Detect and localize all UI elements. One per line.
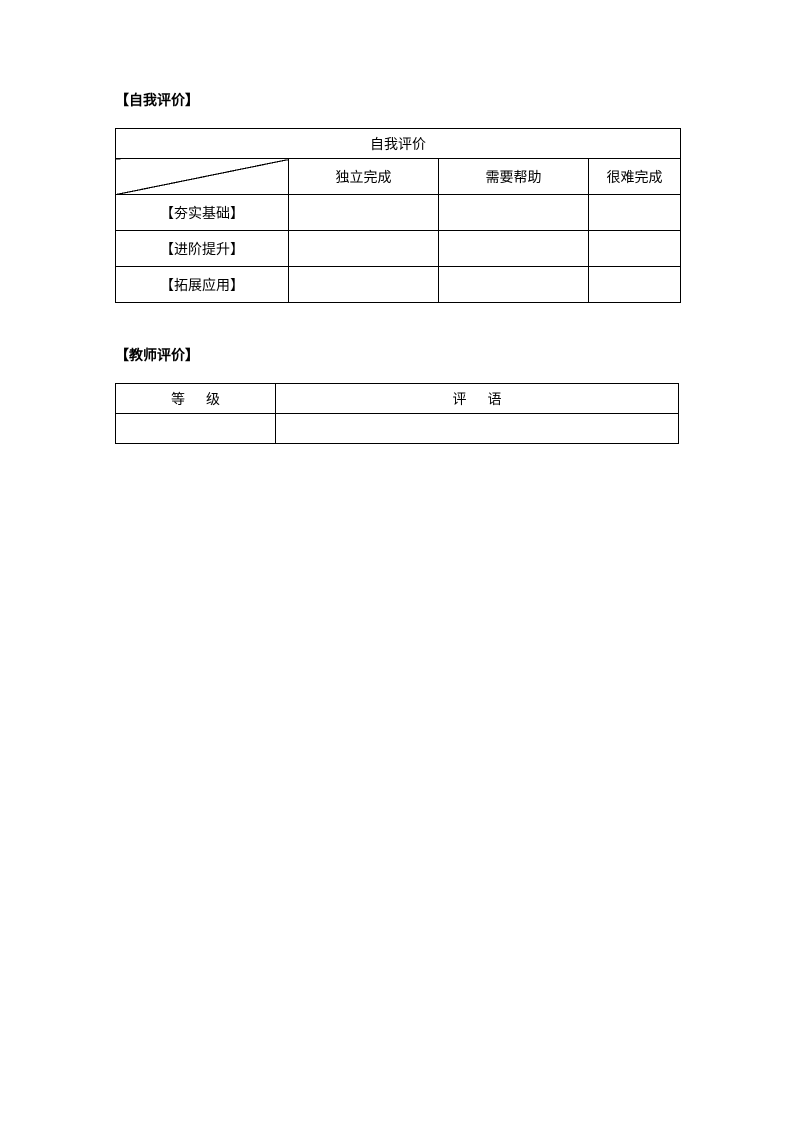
table-row: 等 级 评 语 <box>116 384 679 414</box>
teacher-eval-heading: 【教师评价】 <box>115 345 679 365</box>
self-eval-title-cell: 自我评价 <box>116 129 681 159</box>
cell <box>589 231 681 267</box>
table-row: 自我评价 <box>116 129 681 159</box>
table-row: 独立完成 需要帮助 很难完成 <box>116 159 681 195</box>
diagonal-empty-cell <box>116 159 289 195</box>
cell <box>589 195 681 231</box>
comment-char-2: 语 <box>488 389 502 409</box>
teacher-eval-table: 等 级 评 语 <box>115 383 679 444</box>
comment-char-1: 评 <box>453 389 467 409</box>
row-header: 【拓展应用】 <box>116 267 289 303</box>
grade-char-2: 级 <box>206 389 220 409</box>
grade-char-1: 等 <box>171 389 185 409</box>
self-eval-table: 自我评价 独立完成 需要帮助 很难完成 【夯实基础】 【进阶提升】 【拓展应用】 <box>115 128 681 303</box>
table-row: 【进阶提升】 <box>116 231 681 267</box>
cell <box>439 195 589 231</box>
row-header: 【夯实基础】 <box>116 195 289 231</box>
cell <box>289 195 439 231</box>
table-row: 【拓展应用】 <box>116 267 681 303</box>
cell <box>439 231 589 267</box>
row-header: 【进阶提升】 <box>116 231 289 267</box>
cell <box>289 267 439 303</box>
col-header: 很难完成 <box>589 159 681 195</box>
comment-cell <box>276 414 679 444</box>
self-eval-heading: 【自我评价】 <box>115 90 679 110</box>
col-header: 需要帮助 <box>439 159 589 195</box>
table-row: 【夯实基础】 <box>116 195 681 231</box>
cell <box>289 231 439 267</box>
grade-cell <box>116 414 276 444</box>
col-header: 独立完成 <box>289 159 439 195</box>
table-row <box>116 414 679 444</box>
grade-header: 等 级 <box>116 384 276 414</box>
cell <box>439 267 589 303</box>
comment-header: 评 语 <box>276 384 679 414</box>
cell <box>589 267 681 303</box>
